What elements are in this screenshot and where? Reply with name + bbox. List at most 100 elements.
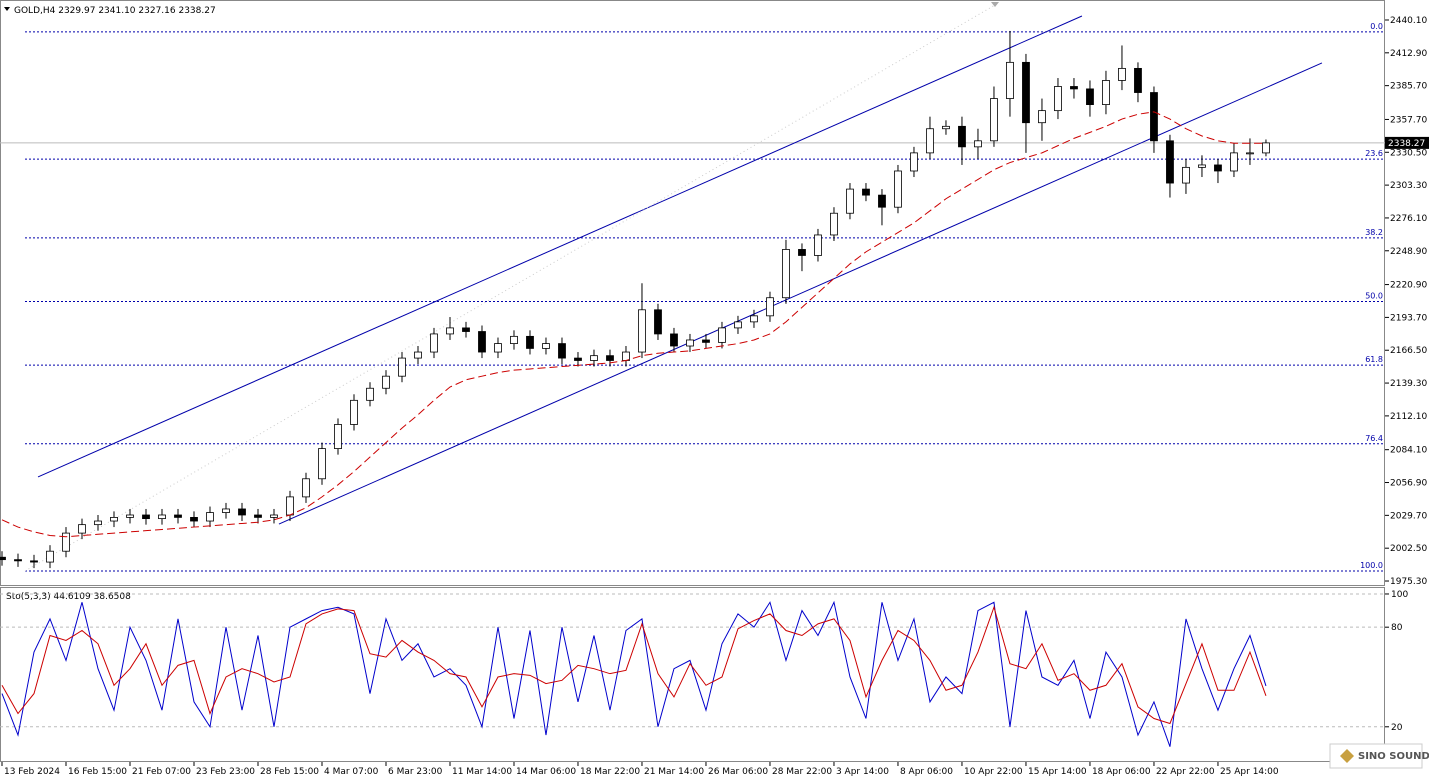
candle-body (750, 315, 758, 323)
y-tick-label: 2248.90 (1390, 247, 1427, 257)
y-tick-label: 2330.50 (1390, 148, 1427, 158)
ohlc-info: 2329.97 2341.10 2327.16 2338.27 (58, 6, 215, 16)
y-tick-label: 1975.30 (1390, 577, 1427, 587)
candle-body (1022, 61, 1030, 124)
candle-body (478, 331, 486, 353)
candle-body (958, 125, 966, 148)
fib-label: 0.0 (1370, 22, 1383, 31)
x-tick-label: 11 Mar 14:00 (452, 767, 512, 777)
candle-body (110, 517, 118, 522)
x-tick-label: 23 Feb 23:00 (196, 767, 255, 777)
y-tick-label: 2084.10 (1390, 446, 1427, 456)
candle-body (862, 188, 870, 196)
y-tick-label: 2056.90 (1390, 479, 1427, 489)
d-last: 38.6508 (94, 592, 131, 602)
y-tick-label: 2002.50 (1390, 544, 1427, 554)
x-tick-label: 3 Apr 14:00 (836, 767, 889, 777)
x-tick-label: 15 Apr 14:00 (1028, 767, 1087, 777)
candle-body (814, 234, 822, 256)
candle-body (670, 333, 678, 347)
candle-body (94, 520, 102, 526)
shift-marker (991, 2, 999, 7)
candle-body (270, 514, 278, 518)
y-tick-label: 2112.10 (1390, 412, 1427, 422)
candle-body (350, 399, 358, 425)
y-tick-label: 2166.50 (1390, 346, 1427, 356)
candle-body (158, 514, 166, 520)
candle-body (1182, 166, 1190, 184)
indicator-header: Sto(5,3,3) 44.6109 38.6508 (6, 592, 131, 602)
fib-label: 61.8 (1365, 355, 1383, 364)
y-tick-label: 2440.10 (1390, 16, 1427, 26)
sub-frame (0, 587, 1385, 762)
y-tick-label: 2412.90 (1390, 49, 1427, 59)
chart-header: GOLD,H4 2329.97 2341.10 2327.16 2338.27 (14, 6, 216, 16)
candle-body (526, 335, 534, 349)
x-tick-label: 25 Apr 14:00 (1220, 767, 1279, 777)
candle-body (542, 343, 550, 349)
x-tick-label: 18 Mar 22:00 (580, 767, 640, 777)
trend-line (278, 62, 1323, 525)
watermark-icon (1340, 749, 1354, 763)
fib-label: 76.4 (1365, 434, 1383, 443)
candle-body (1054, 86, 1062, 112)
menu-arrow (4, 7, 10, 11)
stochastic-line (1, 605, 1267, 725)
candle-body (910, 152, 918, 172)
y-tick-label: 2029.70 (1390, 511, 1427, 521)
candle-body (334, 424, 342, 450)
fib-label: 50.0 (1365, 291, 1383, 300)
candle-body (46, 550, 54, 563)
candle-body (590, 355, 598, 361)
candle-body (142, 514, 150, 520)
x-tick-label: 28 Mar 22:00 (772, 767, 832, 777)
candle-body (974, 140, 982, 148)
candle-body (1246, 152, 1254, 155)
candle-body (878, 194, 886, 208)
candle-body (622, 351, 630, 361)
y-tick-label: 2139.30 (1390, 379, 1427, 389)
candle-body (1214, 164, 1222, 172)
candle-body (462, 327, 470, 332)
symbol: GOLD,H4 (14, 6, 56, 16)
x-tick-label: 8 Apr 06:00 (900, 767, 953, 777)
candle-body (430, 333, 438, 353)
candle-body (318, 448, 326, 480)
candle-body (510, 335, 518, 344)
candle-body (990, 98, 998, 142)
y-tick-label: 2357.70 (1390, 115, 1427, 125)
candle-body (1134, 67, 1142, 93)
candle-body (126, 514, 134, 518)
candle-body (494, 343, 502, 353)
candle-body (926, 128, 934, 154)
x-tick-label: 10 Apr 22:00 (964, 767, 1023, 777)
candle-body (78, 524, 86, 534)
candle-body (366, 387, 374, 401)
x-tick-label: 18 Apr 06:00 (1092, 767, 1151, 777)
candle-body (1070, 86, 1078, 90)
x-tick-label: 22 Apr 22:00 (1156, 767, 1215, 777)
candle-body (1118, 67, 1126, 81)
indicator-title: Sto(5,3,3) (6, 592, 51, 602)
candle-body (782, 249, 790, 299)
candle-body (30, 560, 38, 563)
fib-label: 100.0 (1360, 561, 1383, 570)
candle-body (574, 357, 582, 361)
x-tick-label: 16 Feb 15:00 (68, 767, 127, 777)
y-tick-label: 2303.30 (1390, 181, 1427, 191)
candle-body (654, 309, 662, 335)
x-tick-label: 21 Mar 14:00 (644, 767, 704, 777)
candle-body (558, 343, 566, 359)
x-tick-label: 26 Mar 06:00 (708, 767, 768, 777)
y-tick-label: 100 (1391, 590, 1408, 600)
candle-body (254, 514, 262, 518)
candle-body (718, 327, 726, 343)
candle-body (1262, 142, 1270, 154)
candle-body (222, 508, 230, 513)
trend-line (37, 15, 1083, 478)
candle-body (686, 339, 694, 347)
candle-body (1230, 152, 1238, 172)
y-tick-label: 2385.70 (1390, 82, 1427, 92)
